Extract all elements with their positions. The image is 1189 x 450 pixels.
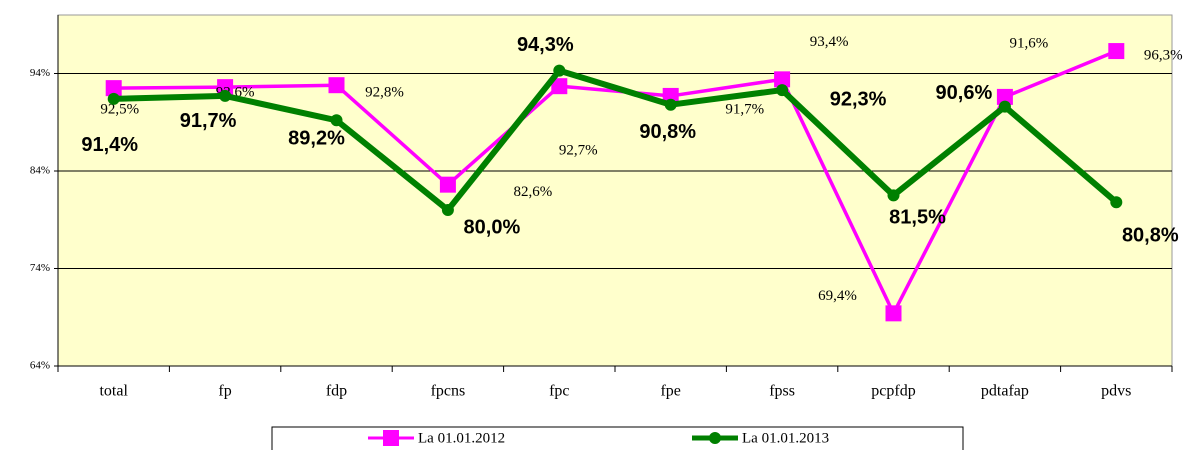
data-label: 91,7% (725, 101, 764, 117)
data-label: 89,2% (288, 128, 345, 150)
x-tick-label: pcpfdp (871, 383, 915, 400)
data-label: 93,4% (810, 34, 849, 50)
legend-marker (709, 432, 721, 444)
data-label: 81,5% (889, 207, 946, 229)
marker (439, 176, 456, 193)
marker (664, 98, 677, 111)
marker (885, 305, 902, 322)
marker (887, 189, 900, 202)
series-line (113, 49, 1117, 316)
x-tick-label: total (99, 383, 128, 400)
legend-box (271, 426, 964, 450)
x-tick-label: fpe (660, 383, 680, 400)
marker (1110, 196, 1123, 209)
marker (330, 114, 343, 127)
marker (105, 80, 122, 97)
marker (553, 64, 566, 77)
marker (217, 79, 234, 96)
data-label: 90,8% (639, 121, 696, 143)
x-tick-label: fpcns (431, 383, 466, 400)
marker (662, 87, 679, 104)
x-tick-label: fpc (549, 383, 569, 400)
marker (998, 100, 1011, 113)
marker (441, 204, 454, 216)
marker (996, 88, 1013, 105)
legend-label: La 01.01.2012 (418, 430, 505, 446)
series-line (113, 67, 1119, 213)
data-label: 90,6% (936, 82, 993, 104)
y-tick-label: 84% (30, 165, 50, 177)
data-label: 91,6% (1010, 35, 1049, 51)
marker (776, 84, 789, 97)
marker (1108, 43, 1125, 60)
data-label: 69,4% (818, 288, 857, 304)
data-label: 96,3% (1144, 48, 1183, 64)
marker (107, 92, 120, 105)
x-tick-label: pdvs (1101, 383, 1131, 400)
y-tick-label: 64% (30, 360, 50, 372)
data-label: 92,3% (830, 88, 887, 110)
x-tick-label: fp (218, 383, 231, 400)
y-tick-label: 74% (30, 262, 50, 274)
legend-label: La 01.01.2013 (742, 430, 829, 446)
data-label: 92,7% (559, 143, 598, 159)
x-tick-label: fpss (769, 383, 795, 400)
plot-area (57, 14, 1173, 367)
legend-marker (383, 430, 399, 446)
data-label: 92,8% (365, 85, 404, 101)
data-label: 91,4% (81, 134, 138, 156)
data-label: 80,0% (464, 216, 521, 238)
x-tick-label: pdtafap (981, 383, 1029, 400)
y-tick-label: 94% (30, 67, 50, 79)
data-label: 91,7% (180, 110, 237, 132)
data-label: 92,5% (100, 102, 139, 118)
marker (551, 78, 568, 95)
x-tick-label: fdp (326, 383, 347, 400)
data-label: 80,8% (1122, 224, 1179, 246)
marker (328, 77, 345, 94)
marker (219, 89, 232, 102)
marker (774, 71, 791, 88)
data-label: 94,3% (517, 34, 574, 56)
data-label: 82,6% (514, 184, 553, 200)
